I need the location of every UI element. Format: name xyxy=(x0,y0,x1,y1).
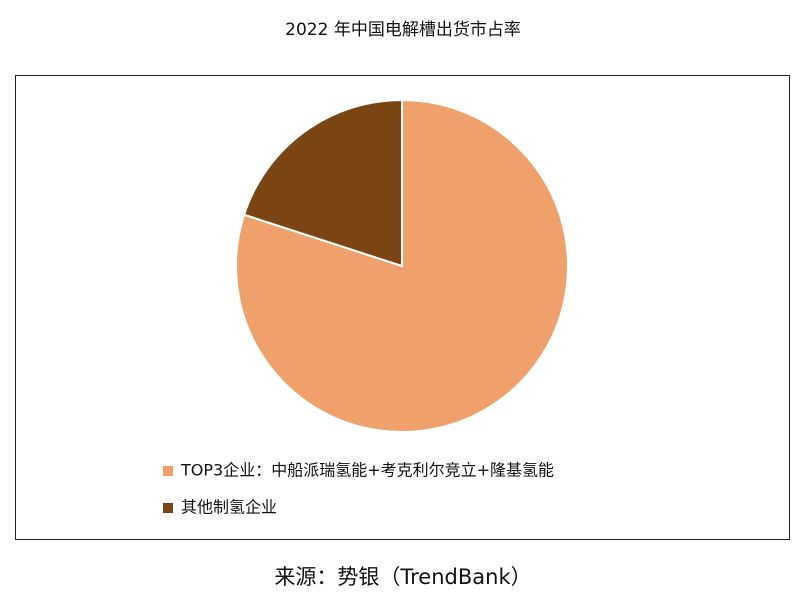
legend-label: TOP3企业：中船派瑞氢能+考克利尔竞立+隆基氢能 xyxy=(180,461,554,480)
chart-title: 2022 年中国电解槽出货市占率 xyxy=(285,20,521,40)
chart-frame xyxy=(15,75,790,540)
source-note: 来源：势银（TrendBank） xyxy=(274,565,531,589)
legend-swatch xyxy=(163,503,173,513)
legend-swatch xyxy=(163,466,173,476)
pie-slice xyxy=(242,98,403,268)
pie-slice xyxy=(235,98,569,433)
legend-label: 其他制氢企业 xyxy=(181,498,277,517)
pie xyxy=(235,98,569,433)
